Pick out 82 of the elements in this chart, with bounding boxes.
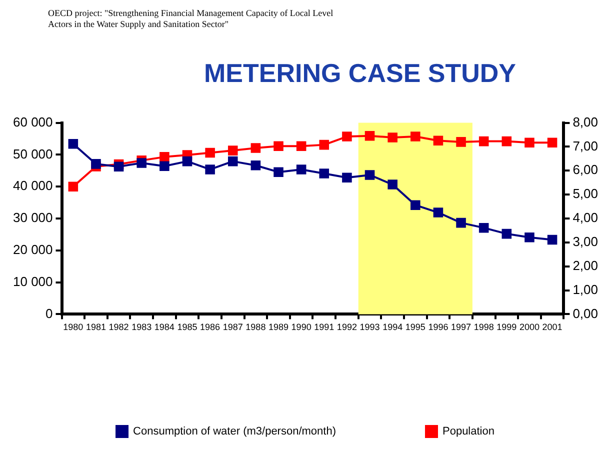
x-tick-label: 1996: [428, 322, 448, 332]
y-tick-label: 20 000: [12, 242, 53, 257]
point: [136, 158, 147, 168]
point: [547, 234, 558, 245]
x-tick-label: 1999: [496, 322, 517, 332]
y2-tick-label: 3,00: [572, 234, 598, 250]
point: [547, 138, 558, 148]
x-tick-label: 1990: [291, 322, 312, 332]
y2-tick-label: 2,00: [572, 258, 598, 273]
point: [296, 141, 306, 151]
point: [502, 136, 512, 146]
point: [205, 164, 215, 174]
y2-tick-label: 1,00: [572, 282, 598, 297]
point: [478, 222, 489, 233]
y-tick-label: 30 000: [12, 210, 53, 226]
y-tick-label: 50 000: [12, 146, 53, 162]
legend-label: Population: [442, 426, 494, 438]
chart-title: METERING CASE STUDY: [202, 58, 518, 89]
legend-label: Consumption of water (m3/person/month): [133, 426, 336, 438]
point: [342, 132, 352, 142]
x-tick-label: 1997: [451, 322, 472, 332]
point: [160, 152, 170, 162]
y-tick-label: 0: [46, 306, 53, 321]
x-tick-label: 1989: [268, 322, 289, 332]
point: [364, 170, 375, 180]
y2-tick-label: 4,00: [572, 210, 598, 226]
x-tick-label: 1980: [63, 322, 84, 332]
point: [160, 161, 170, 171]
y-tick-label: 10 000: [12, 274, 53, 289]
point: [478, 136, 489, 146]
x-tick-label: 1987: [222, 322, 243, 332]
point: [410, 200, 420, 210]
point: [228, 146, 238, 156]
x-tick-label: 1988: [246, 322, 266, 332]
x-tick-label: 1985: [177, 322, 198, 332]
text: OECD project: "Strengthening Financial Management Capacity of Local Level Actors in the Water Supply and Sanitation Sector": [48, 8, 334, 30]
point: [250, 160, 261, 170]
y2-tick-label: 8,00: [572, 114, 598, 130]
x-tick-label: 1982: [108, 322, 129, 332]
point: [388, 132, 398, 142]
y2-tick-label: 5,00: [572, 186, 598, 202]
y-tick-label: 40 000: [12, 178, 53, 194]
point: [388, 180, 398, 190]
point: [182, 156, 192, 166]
y2-tick-label: 7,00: [572, 138, 598, 154]
x-tick-label: 1983: [132, 322, 152, 332]
point: [342, 172, 352, 182]
point: [274, 141, 284, 151]
x-tick-label: 1994: [382, 322, 403, 332]
point: [228, 156, 238, 166]
y2-tick-label: 6,00: [572, 162, 598, 178]
y2-tick-label: 0,00: [572, 306, 598, 321]
point: [68, 182, 78, 192]
point: [250, 143, 261, 153]
x-tick-label: 2001: [542, 322, 562, 332]
point: [524, 138, 534, 148]
x-tick-label: 2000: [519, 322, 540, 332]
x-tick-label: 1984: [154, 322, 174, 332]
point: [296, 164, 306, 174]
x-tick-label: 1995: [405, 322, 426, 332]
x-tick-label: 1992: [336, 322, 357, 332]
y-tick-label: 60 000: [12, 114, 53, 130]
point: [433, 208, 444, 218]
point: [410, 132, 420, 142]
point: [91, 159, 101, 169]
point: [205, 148, 215, 158]
point: [456, 137, 466, 147]
point: [524, 232, 534, 242]
point: [319, 168, 330, 178]
point: [68, 138, 78, 149]
x-tick-label: 1993: [360, 322, 380, 332]
point: [319, 140, 330, 150]
point: [502, 228, 512, 239]
x-tick-label: 1998: [474, 322, 494, 332]
point: [456, 218, 466, 228]
point: [433, 136, 444, 146]
x-tick-label: 1981: [86, 322, 106, 332]
point: [114, 162, 124, 172]
point: [274, 167, 284, 177]
x-tick-label: 1986: [200, 322, 220, 332]
x-tick-label: 1991: [314, 322, 334, 332]
point: [364, 130, 375, 141]
